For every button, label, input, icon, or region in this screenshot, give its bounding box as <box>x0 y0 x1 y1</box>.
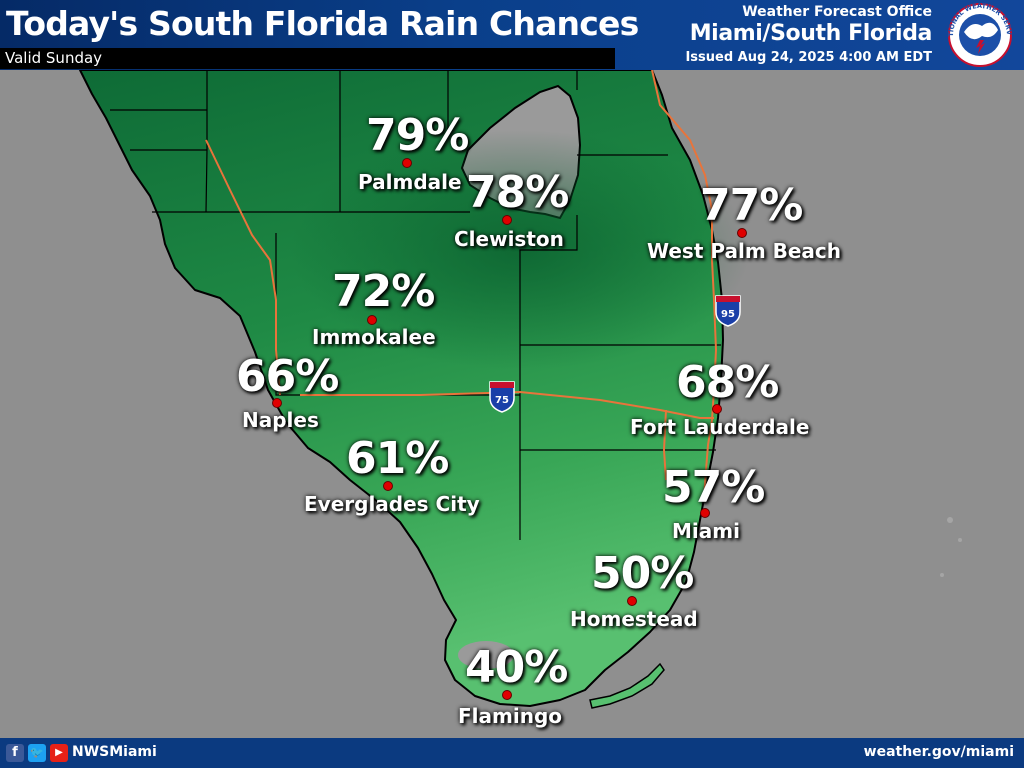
location-name: Immokalee <box>312 325 436 349</box>
rain-chance-value: 61% <box>346 433 449 484</box>
issued-time: Issued Aug 24, 2025 4:00 AM EDT <box>685 50 932 65</box>
location-name: Homestead <box>570 607 698 631</box>
location-dot <box>502 215 512 225</box>
i95-shield: 95 <box>715 295 741 327</box>
location-name: Miami <box>672 519 740 543</box>
highways <box>205 70 718 501</box>
location-dot <box>367 315 377 325</box>
location-dot <box>627 596 637 606</box>
i95-label: 95 <box>721 309 735 320</box>
islands <box>940 517 962 577</box>
location-dot <box>737 228 747 238</box>
location-name: Naples <box>242 408 319 432</box>
nws-logo-icon[interactable]: NATIONAL WEATHER SERVICE <box>940 2 1020 68</box>
rain-chance-map: 95 75 <box>0 70 1024 738</box>
location-dot <box>502 690 512 700</box>
rain-chance-value: 77% <box>700 180 803 231</box>
rain-chance-value: 68% <box>676 357 779 408</box>
location-name: Palmdale <box>358 170 462 194</box>
location-name: Flamingo <box>458 704 563 728</box>
rain-chance-value: 50% <box>591 548 694 599</box>
location-dot <box>700 508 710 518</box>
county-lines <box>110 70 721 540</box>
twitter-icon[interactable]: 🐦 <box>28 744 46 762</box>
rain-chance-value: 40% <box>465 642 568 693</box>
i75-label: 75 <box>495 395 509 406</box>
location-dot <box>272 398 282 408</box>
social-handle[interactable]: NWSMiami <box>72 744 157 760</box>
location-name: Everglades City <box>304 492 480 516</box>
land-keys <box>589 662 665 709</box>
valid-day: Valid Sunday <box>5 49 103 67</box>
i75-shield: 75 <box>489 381 515 413</box>
header-bar: Today's South Florida Rain Chances Valid… <box>0 0 1024 70</box>
office-name: Miami/South Florida <box>689 21 933 46</box>
rain-chance-value: 72% <box>332 266 435 317</box>
office-label: Weather Forecast Office <box>742 4 932 20</box>
location-name: Clewiston <box>454 227 564 251</box>
footer-bar: f 🐦 ▶ NWSMiami weather.gov/miami <box>0 738 1024 768</box>
rain-chance-value: 78% <box>466 167 569 218</box>
location-dot <box>712 404 722 414</box>
rain-chance-value: 79% <box>366 110 469 161</box>
website-link[interactable]: weather.gov/miami <box>863 744 1014 760</box>
location-name: West Palm Beach <box>647 239 842 263</box>
location-dot <box>402 158 412 168</box>
rain-chance-value: 66% <box>236 351 339 402</box>
facebook-icon[interactable]: f <box>6 744 24 762</box>
florida-bay-patch <box>458 641 514 669</box>
location-name: Fort Lauderdale <box>630 415 810 439</box>
youtube-icon[interactable]: ▶ <box>50 744 68 762</box>
page-title: Today's South Florida Rain Chances <box>6 4 639 43</box>
location-dot <box>383 481 393 491</box>
rain-chance-value: 57% <box>662 462 765 513</box>
valid-bar: Valid Sunday <box>0 48 615 69</box>
